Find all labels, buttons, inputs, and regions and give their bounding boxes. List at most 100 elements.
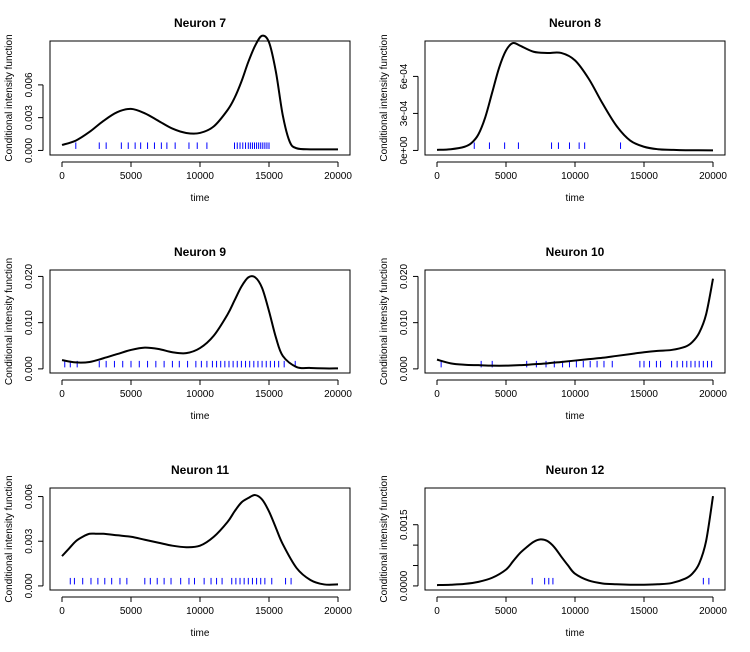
y-tick-label: 0.006 [24,484,35,509]
panel-title: Neuron 10 [546,245,605,259]
spike-raster [75,142,270,149]
x-axis: 0 5000 10000 15000 20000 [434,596,727,617]
x-tick-label: 5000 [495,606,518,617]
panel-1: Neuron 70 5000 10000 15000 20000time0.0000.0… [4,16,352,204]
x-tick-label: 20000 [699,389,727,400]
y-tick-label: 0.0015 [399,509,410,540]
x-tick-label: 0 [59,171,65,182]
y-tick-label: 6e-04 [399,63,410,89]
x-axis: 0 5000 10000 15000 20000 [59,596,352,617]
x-tick-label: 10000 [561,606,589,617]
y-axis-label: Conditional intensity function [4,475,15,602]
plot-frame [424,40,726,156]
y-axis: 0.0000 0.0015 [399,509,419,601]
x-tick-label: 15000 [630,171,658,182]
x-tick-label: 10000 [561,389,589,400]
x-tick-label: 0 [434,171,440,182]
spike-raster [440,360,713,368]
y-axis: 0.000 0.010 0.020 [399,263,419,381]
plot-frame [49,40,351,156]
plot-frame [424,487,726,591]
y-axis-label: Conditional intensity function [379,475,390,602]
x-tick-label: 15000 [255,171,283,182]
y-tick-label: 0.010 [24,310,35,335]
panel-title: Neuron 12 [546,463,605,477]
panel-title: Neuron 11 [171,463,229,477]
x-axis: 0 5000 10000 15000 20000 [434,379,727,400]
intensity-curve [61,494,339,586]
intensity-curve [61,275,339,370]
y-tick-label: 0.000 [24,356,35,381]
x-axis: 0 5000 10000 15000 20000 [59,161,352,182]
x-axis-label: time [191,628,210,639]
panel-4: Neuron 10 0 5000 10000 15000 20000 time 0.000 0.… [379,245,727,422]
spike-raster [64,360,296,368]
x-tick-label: 5000 [495,171,518,182]
x-tick-label: 10000 [186,171,214,182]
x-tick-label: 10000 [186,389,214,400]
intensity-curve [436,278,714,367]
y-tick-label: 0.020 [24,263,35,288]
x-axis-label: time [566,411,585,422]
panel-title: Neuron 7 [174,16,226,30]
plot-frame [49,487,351,591]
panel-5: Neuron 110 5000 10000 15000 20000time0.0000.… [4,463,352,639]
y-axis: 0.000 0.003 0.006 [24,484,44,598]
y-tick-label: 0.000 [399,356,410,381]
intensity-curve [436,496,714,587]
spike-raster [473,142,622,149]
spike-raster [531,577,710,585]
y-tick-label: 0.006 [24,72,35,97]
x-tick-label: 15000 [255,389,283,400]
panel-title: Neuron 9 [174,245,226,259]
x-tick-label: 20000 [699,606,727,617]
y-axis-label: Conditional intensity function [4,34,15,161]
x-tick-label: 0 [59,389,65,400]
x-axis: 0 5000 10000 15000 20000 [434,161,727,182]
y-tick-label: 0.003 [24,105,35,130]
y-tick-label: 0e+00 [399,136,410,165]
x-tick-label: 15000 [630,606,658,617]
y-tick-label: 0.003 [24,528,35,553]
intensity-curve [436,41,714,152]
x-axis-label: time [191,411,210,422]
panel-3: Neuron 90 5000 10000 15000 20000time0.0000.0… [4,245,352,422]
y-axis: 0.000 0.010 0.020 [24,263,44,381]
y-axis-label: Conditional intensity function [4,258,15,385]
plot-frame [424,269,726,374]
y-tick-label: 0.000 [24,573,35,598]
panel-2: Neuron 8 0 5000 10000 15000 20000 time 0e+00 3e-… [379,16,727,204]
x-tick-label: 20000 [699,171,727,182]
x-tick-label: 10000 [561,171,589,182]
y-axis: 0e+00 3e-04 6e-04 [399,63,419,165]
panel-title: Neuron 8 [549,16,601,30]
x-tick-label: 15000 [255,606,283,617]
x-tick-label: 0 [59,606,65,617]
x-axis-label: time [566,628,585,639]
panel-6: Neuron 120 5000 10000 15000 20000time0.00000… [379,463,727,639]
x-tick-label: 20000 [324,606,352,617]
y-tick-label: 0.0000 [399,570,410,601]
y-axis-label: Conditional intensity function [379,258,390,385]
x-tick-label: 0 [434,389,440,400]
x-tick-label: 5000 [120,606,143,617]
y-axis: 0.000 0.003 0.006 [24,72,44,163]
y-tick-label: 0.010 [399,310,410,335]
x-tick-label: 20000 [324,171,352,182]
y-axis-label: Conditional intensity function [379,34,390,161]
x-tick-label: 15000 [630,389,658,400]
x-axis-label: time [566,193,585,204]
spike-raster [69,577,292,585]
x-tick-label: 20000 [324,389,352,400]
x-axis: 0 5000 10000 15000 20000 [59,379,352,400]
x-axis-label: time [191,193,210,204]
y-tick-label: 0.000 [24,137,35,162]
x-tick-label: 0 [434,606,440,617]
x-tick-label: 10000 [186,606,214,617]
intensity-curve [61,34,338,151]
x-tick-label: 5000 [495,389,518,400]
x-tick-label: 5000 [120,171,143,182]
y-tick-label: 3e-04 [399,100,410,126]
plot-frame [49,269,351,374]
